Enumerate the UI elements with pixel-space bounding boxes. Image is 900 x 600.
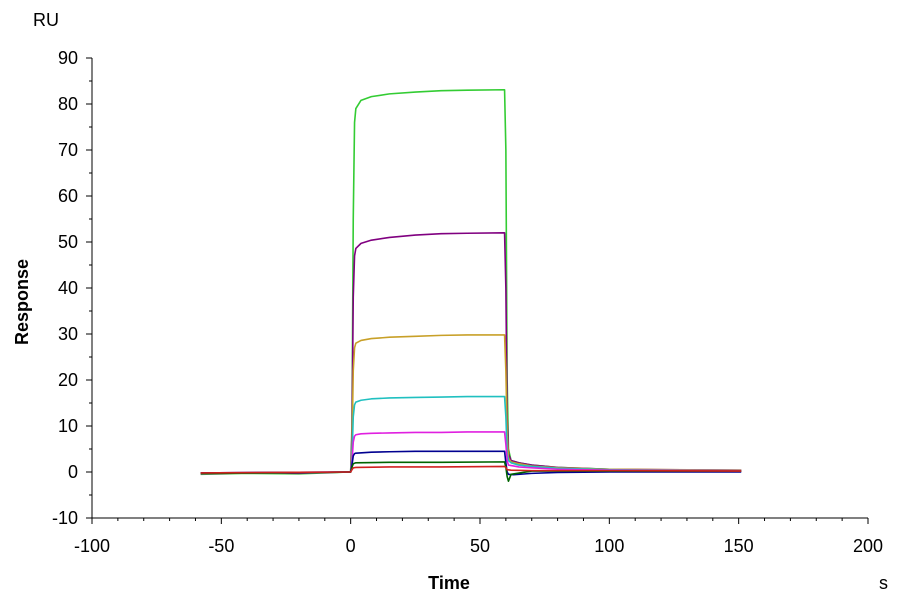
y-tick-label: 80 xyxy=(58,94,78,114)
y-tick-label: -10 xyxy=(52,508,78,528)
series-line-2 xyxy=(200,232,742,475)
y-tick-label: 40 xyxy=(58,278,78,298)
x-tick-label: 200 xyxy=(853,536,883,556)
series-line-8 xyxy=(200,465,742,474)
y-tick-label: 0 xyxy=(68,462,78,482)
y-tick-label: 50 xyxy=(58,232,78,252)
x-tick-label: -50 xyxy=(208,536,234,556)
y-tick-label: 70 xyxy=(58,140,78,160)
y-tick-label: 90 xyxy=(58,48,78,68)
y-unit-label: RU xyxy=(33,10,59,30)
y-tick-label: 30 xyxy=(58,324,78,344)
x-tick-label: 150 xyxy=(724,536,754,556)
x-unit-label: s xyxy=(879,573,888,593)
axes xyxy=(91,58,868,519)
series-layer xyxy=(200,88,742,482)
x-tick-label: -100 xyxy=(74,536,110,556)
y-tick-label: 20 xyxy=(58,370,78,390)
x-axis-ticks: -100 -50 0 50 100 150 200 xyxy=(74,518,883,556)
x-tick-label: 50 xyxy=(470,536,490,556)
x-tick-label: 100 xyxy=(594,536,624,556)
x-tick-label: 0 xyxy=(346,536,356,556)
x-axis-title: Time xyxy=(428,573,470,593)
y-axis-title: Response xyxy=(12,259,32,345)
series-line-3 xyxy=(200,334,742,475)
y-tick-label: 60 xyxy=(58,186,78,206)
y-axis-ticks: -10 0 10 20 30 40 50 60 70 80 90 xyxy=(52,48,92,528)
y-tick-label: 10 xyxy=(58,416,78,436)
series-line-1 xyxy=(200,88,742,476)
